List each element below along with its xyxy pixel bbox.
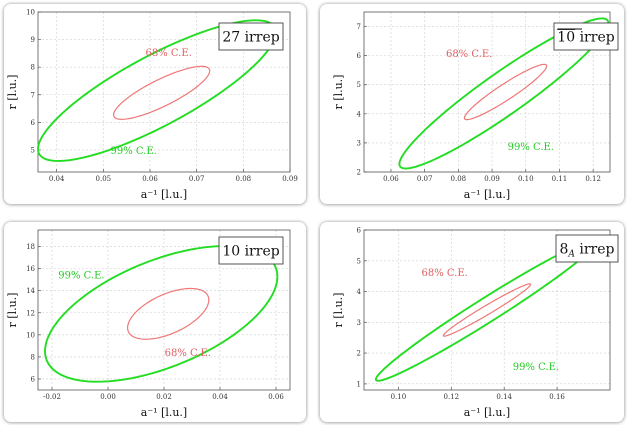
x-tick-label: 0.08 bbox=[236, 175, 252, 183]
irrep-box bbox=[555, 234, 619, 263]
y-tick-label: 3 bbox=[357, 139, 361, 147]
y-tick-label: 2 bbox=[357, 169, 361, 177]
x-axis-label: a⁻¹ [l.u.] bbox=[464, 188, 510, 201]
y-tick-label: 10 bbox=[26, 9, 35, 17]
irrep-box bbox=[218, 22, 284, 51]
ellipse-68-ce bbox=[126, 287, 210, 340]
irrep-label: 10 irrep bbox=[557, 30, 614, 46]
ellipse-68-ce bbox=[463, 63, 548, 121]
y-tick-label: 6 bbox=[357, 227, 362, 235]
x-tick-label: 0.09 bbox=[282, 175, 298, 183]
y-axis-label: r [l.u.] bbox=[332, 75, 345, 110]
x-tick-label: 0.07 bbox=[189, 175, 205, 183]
y-tick-label: 16 bbox=[26, 265, 35, 273]
panel-10bar-irrep: 0.06 0.07 0.08 0.09 0.10 0.11 0.12 2 3 4 5 6 7 a⁻¹ [l… bbox=[320, 4, 624, 204]
x-tick-label: 0.08 bbox=[451, 175, 467, 183]
ellipse-99-ce bbox=[44, 245, 279, 383]
x-axis-label: a⁻¹ [l.u.] bbox=[464, 406, 510, 419]
x-tick-label: 0.00 bbox=[100, 393, 116, 401]
label-68-ce: 68% C.E. bbox=[145, 48, 191, 59]
x-tick-label: -0.02 bbox=[43, 393, 61, 401]
y-tick-label: 6 bbox=[31, 375, 36, 383]
y-tick-label: 7 bbox=[31, 91, 35, 99]
y-tick-label: 8 bbox=[31, 353, 35, 361]
panel-8a-irrep: 0.10 0.12 0.14 0.16 1 2 3 4 5 6 a⁻¹ [l.u.] r [l.u.]… bbox=[320, 222, 624, 422]
label-99-ce: 99% C.E. bbox=[513, 362, 559, 373]
label-68-ce: 68% C.E. bbox=[421, 268, 467, 279]
irrep-box bbox=[218, 236, 284, 265]
y-tick-label: 5 bbox=[357, 257, 361, 265]
plot-27-irrep: 0.04 0.05 0.06 0.07 0.08 0.09 5 6 7 8 9 10 a⁻¹ [l.u.… bbox=[6, 9, 298, 202]
y-tick-label: 9 bbox=[31, 36, 35, 44]
panel-10-irrep: -0.02 0.00 0.02 0.04 0.06 6 8 10 12 14 16 18 a⁻¹ [l.… bbox=[4, 222, 306, 422]
x-tick-label: 0.10 bbox=[518, 175, 534, 183]
y-tick-label: 7 bbox=[357, 23, 361, 31]
y-tick-label: 4 bbox=[357, 110, 362, 118]
x-tick-label: 0.06 bbox=[142, 175, 158, 183]
ellipse-99-ce bbox=[37, 19, 277, 162]
plot-10bar-irrep: 0.06 0.07 0.08 0.09 0.10 0.11 0.12 2 3 4 5 6 7 a⁻¹ [l… bbox=[332, 11, 619, 201]
plot-8a-irrep: 0.10 0.12 0.14 0.16 1 2 3 4 5 6 a⁻¹ [l.u.] r [l.u.]… bbox=[332, 227, 619, 419]
y-tick-label: 14 bbox=[26, 287, 35, 295]
y-tick-label: 3 bbox=[357, 319, 361, 327]
x-axis-label: a⁻¹ [l.u.] bbox=[141, 188, 187, 201]
y-axis-label: r [l.u.] bbox=[332, 293, 345, 328]
x-tick-label: 0.12 bbox=[443, 393, 459, 401]
label-99-ce: 99% C.E. bbox=[58, 271, 104, 282]
y-tick-label: 6 bbox=[357, 52, 362, 60]
y-tick-label: 4 bbox=[357, 288, 362, 296]
x-tick-label: 0.07 bbox=[417, 175, 433, 183]
y-tick-label: 1 bbox=[357, 380, 361, 388]
x-tick-label: 0.10 bbox=[391, 393, 407, 401]
x-tick-label: 0.04 bbox=[49, 175, 65, 183]
y-axis-label: r [l.u.] bbox=[6, 293, 19, 328]
plot-10-irrep: -0.02 0.00 0.02 0.04 0.06 6 8 10 12 14 16 18 a⁻¹ [l.… bbox=[6, 229, 291, 419]
irrep-box bbox=[553, 22, 619, 51]
x-tick-label: 0.05 bbox=[96, 175, 112, 183]
panel-27-irrep: 0.04 0.05 0.06 0.07 0.08 0.09 5 6 7 8 9 10 a⁻¹ [l.u.… bbox=[4, 4, 306, 204]
x-tick-label: 0.06 bbox=[268, 393, 284, 401]
plot-frame bbox=[363, 229, 611, 391]
label-99-ce: 99% C.E. bbox=[508, 142, 554, 153]
y-tick-label: 12 bbox=[26, 309, 35, 317]
x-tick-label: 0.06 bbox=[383, 175, 399, 183]
x-tick-label: 0.14 bbox=[496, 393, 512, 401]
label-99-ce: 99% C.E. bbox=[110, 146, 156, 157]
irrep-label: 10 irrep bbox=[222, 244, 279, 260]
y-tick-label: 6 bbox=[31, 119, 36, 127]
y-tick-label: 5 bbox=[31, 146, 35, 154]
x-tick-label: 0.02 bbox=[156, 393, 172, 401]
y-axis-label: r [l.u.] bbox=[6, 75, 19, 110]
y-tick-label: 2 bbox=[357, 350, 361, 358]
ellipse-68-ce bbox=[112, 65, 211, 120]
y-tick-label: 18 bbox=[26, 243, 35, 251]
x-tick-label: 0.04 bbox=[212, 393, 228, 401]
ellipse-99-ce bbox=[374, 238, 600, 382]
irrep-subscript: A bbox=[567, 250, 575, 260]
y-tick-label: 10 bbox=[26, 331, 35, 339]
x-axis-label: a⁻¹ [l.u.] bbox=[141, 406, 187, 419]
x-tick-label: 0.16 bbox=[549, 393, 565, 401]
label-68-ce: 68% C.E. bbox=[165, 348, 211, 359]
irrep-label: 27 irrep bbox=[222, 30, 279, 46]
x-tick-label: 0.09 bbox=[484, 175, 500, 183]
plot-frame bbox=[37, 11, 291, 173]
plot-frame bbox=[363, 11, 611, 173]
label-68-ce: 68% C.E. bbox=[446, 49, 492, 60]
x-tick-label: 0.11 bbox=[552, 175, 568, 183]
irrep-overline: 10 bbox=[557, 30, 575, 46]
irrep-label: 8A irrep bbox=[560, 242, 615, 260]
x-tick-label: 0.12 bbox=[585, 175, 601, 183]
ellipse-68-ce bbox=[442, 283, 532, 337]
y-tick-label: 5 bbox=[357, 81, 361, 89]
y-tick-label: 8 bbox=[31, 64, 35, 72]
